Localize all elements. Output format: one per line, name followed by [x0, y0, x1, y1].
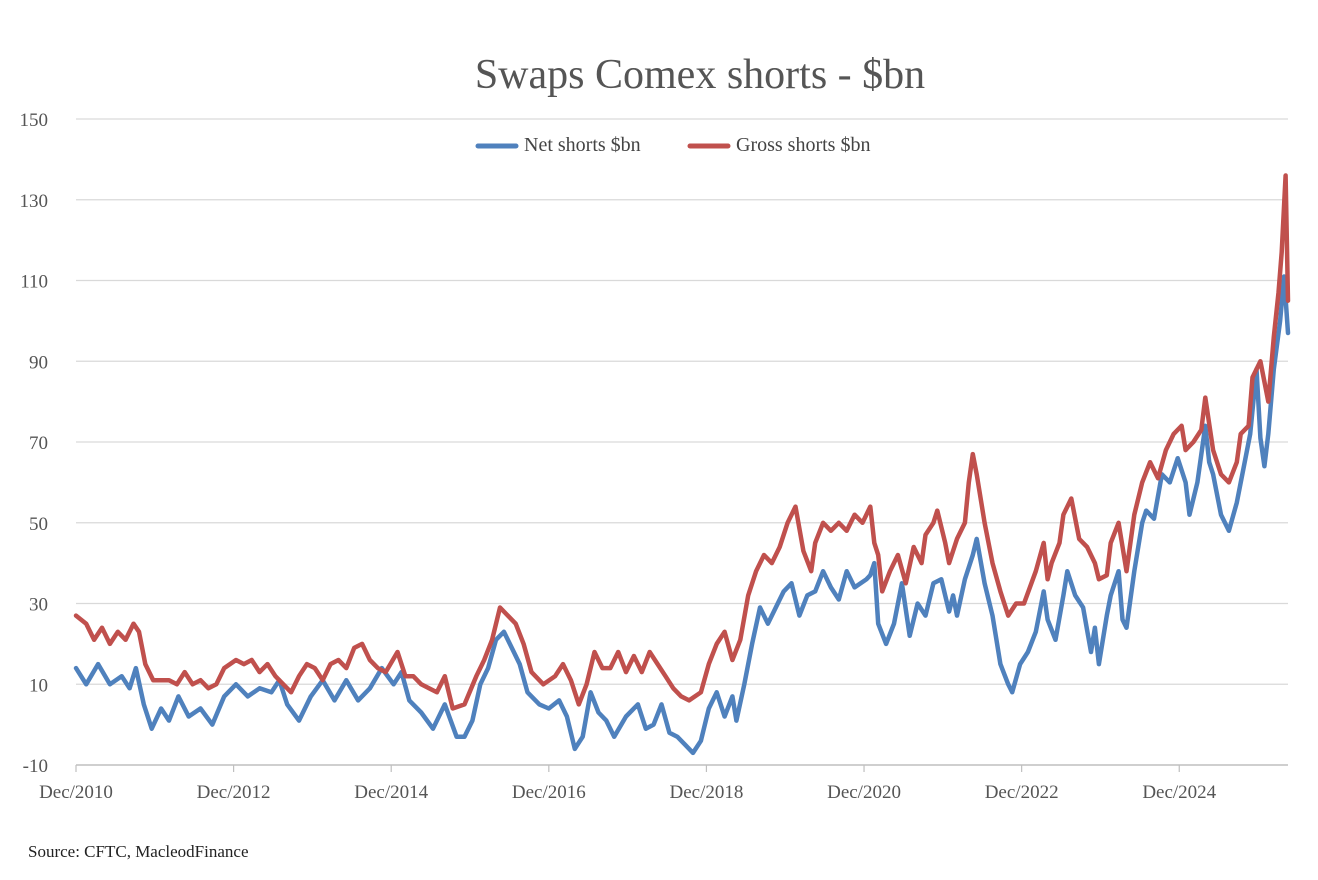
x-tick-label: Dec/2012	[197, 782, 271, 803]
x-tick-label: Dec/2016	[512, 782, 586, 803]
legend-label-net: Net shorts $bn	[524, 134, 641, 156]
y-tick-label: 10	[29, 675, 48, 696]
y-tick-label: 130	[20, 191, 49, 212]
x-tick-label: Dec/2020	[827, 782, 901, 803]
series	[73, 173, 1291, 756]
chart-title: Swaps Comex shorts - $bn	[475, 52, 925, 98]
x-tick-label: Dec/2022	[985, 782, 1059, 803]
source-note: Source: CFTC, MacleodFinance	[28, 842, 249, 861]
y-tick-label: 90	[29, 352, 48, 373]
y-tick-label: 70	[29, 433, 48, 454]
y-axis-ticks: -10 10 30 50 70 90 110 130 150	[20, 110, 49, 777]
legend-label-gross: Gross shorts $bn	[736, 134, 870, 156]
x-tick-label: Dec/2024	[1142, 782, 1216, 803]
x-tick-label: Dec/2018	[669, 782, 743, 803]
y-tick-label: -10	[23, 756, 48, 777]
series-line-gross-shorts	[73, 173, 1291, 711]
y-tick-label: 30	[29, 595, 48, 616]
y-tick-label: 50	[29, 514, 48, 535]
y-tick-label: 150	[20, 110, 49, 131]
series-line-net-shorts	[73, 274, 1291, 756]
legend: Net shorts $bn Gross shorts $bn	[475, 134, 870, 156]
x-axis-ticks: Dec/2010 Dec/2012 Dec/2014 Dec/2016 Dec/2018…	[39, 765, 1217, 803]
y-tick-label: 110	[20, 272, 48, 293]
x-tick-label: Dec/2010	[39, 782, 113, 803]
x-tick-label: Dec/2014	[354, 782, 428, 803]
